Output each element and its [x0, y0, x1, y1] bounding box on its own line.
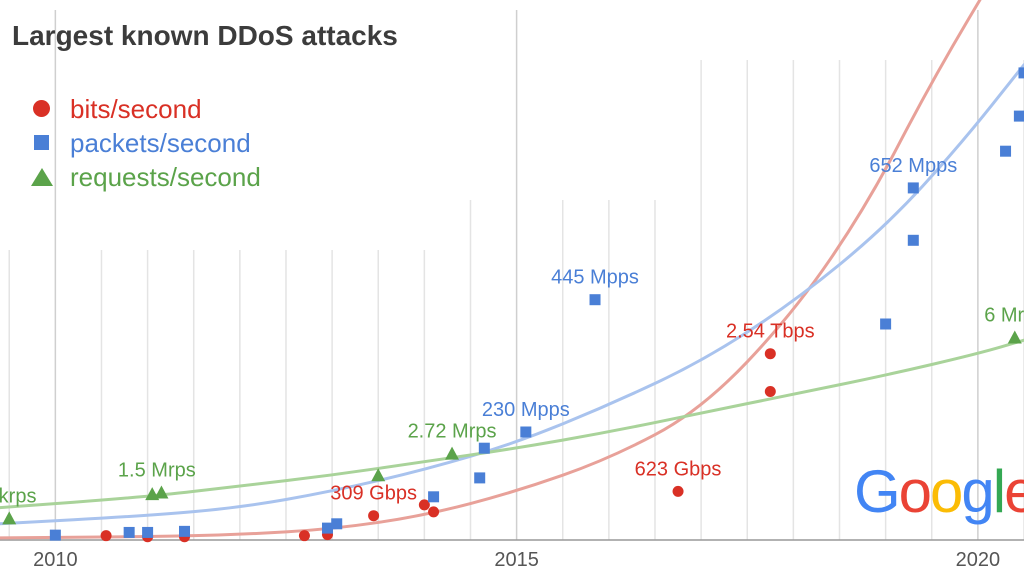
data-point	[907, 234, 919, 246]
data-point	[764, 386, 776, 397]
data-point	[298, 530, 310, 542]
data-point	[445, 446, 460, 460]
data-point	[2, 511, 17, 525]
logo-letter: G	[854, 458, 901, 525]
logo-letter: e	[1004, 458, 1024, 525]
data-point	[478, 442, 490, 454]
data-point	[331, 518, 343, 530]
legend-item-requests: requests/second	[30, 160, 261, 194]
data-label: 623 Gbps	[635, 458, 722, 480]
chart-title: Largest known DDoS attacks	[12, 20, 398, 51]
x-tick-label: 2010	[33, 549, 78, 571]
data-label: 652 Mpps	[869, 155, 957, 177]
data-point	[418, 499, 430, 511]
data-point	[880, 318, 892, 330]
data-point	[474, 472, 486, 484]
data-label: 0 krps	[0, 485, 36, 507]
x-tick-label: 2015	[494, 549, 539, 571]
data-point	[123, 526, 135, 538]
trendline	[0, 0, 982, 540]
trendline	[0, 63, 1024, 526]
data-label: 445 Mpps	[551, 267, 639, 289]
data-point	[428, 506, 440, 518]
data-label: 1.5 Mrps	[118, 459, 196, 481]
legend-label-bits: bits/second	[70, 93, 202, 124]
data-label: 2.54 Tbps	[726, 321, 815, 343]
data-point	[49, 529, 61, 541]
data-point	[589, 294, 601, 306]
data-point	[672, 485, 684, 497]
logo-letter: o	[930, 458, 963, 525]
data-label: 6 Mrps	[984, 305, 1024, 327]
data-label: 309 Gbps	[330, 483, 417, 505]
legend-label-requests: requests/second	[70, 161, 261, 192]
data-point	[321, 522, 333, 534]
data-point	[1007, 330, 1022, 344]
data-point	[142, 526, 154, 538]
x-tick-label: 2020	[956, 549, 1001, 571]
data-point	[1013, 110, 1024, 122]
data-point	[428, 491, 440, 503]
data-point	[1018, 67, 1024, 79]
data-point	[907, 182, 919, 194]
data-point	[100, 530, 112, 542]
legend-item-bits: bits/second	[30, 92, 261, 126]
data-point	[520, 426, 532, 438]
data-point	[179, 525, 191, 537]
data-point	[154, 485, 169, 499]
data-point	[1000, 145, 1012, 157]
google-logo: Google	[854, 462, 1024, 522]
data-point	[371, 468, 386, 482]
triangle-marker-icon	[30, 165, 54, 189]
circle-marker-icon	[30, 97, 54, 121]
legend-item-packets: packets/second	[30, 126, 261, 160]
logo-letter: o	[898, 458, 932, 525]
legend-label-packets: packets/second	[70, 127, 251, 158]
chart-legend: bits/second packets/second requests/seco…	[30, 92, 261, 194]
logo-letter: l	[992, 458, 1006, 525]
data-point	[368, 510, 380, 522]
data-label: 230 Mpps	[482, 399, 570, 421]
logo-letter: g	[961, 458, 994, 525]
data-point	[764, 348, 776, 360]
square-marker-icon	[30, 131, 54, 155]
data-label: 2.72 Mrps	[408, 421, 497, 443]
trendline	[0, 338, 1024, 510]
